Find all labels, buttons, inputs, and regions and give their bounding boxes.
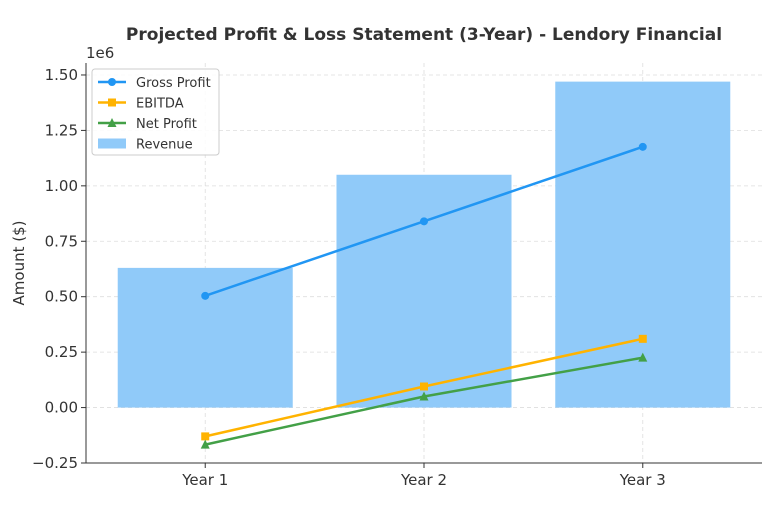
y-tick-label: 0.50 (45, 288, 78, 306)
y-tick-label: 0.75 (45, 232, 78, 250)
point-ebitda (638, 334, 647, 343)
point-net-profit (419, 391, 429, 401)
axes: −0.25 0.00 0.25 0.50 0.75 1.00 1.25 1.50 Year 1 Y… (32, 63, 762, 489)
y-tick-label: 0.00 (45, 399, 78, 417)
legend-label-revenue: Revenue (136, 138, 193, 153)
point-gross-profit (420, 217, 428, 226)
point-net-profit (638, 352, 648, 362)
y-tick-label: 0.25 (45, 343, 78, 361)
point-ebitda (201, 432, 210, 441)
legend-marker-net-profit (107, 118, 117, 127)
legend: Gross Profit EBITDA Net Profit Revenue (91, 68, 220, 156)
legend-label-gross-profit: Gross Profit (136, 76, 211, 91)
y-tick-label: 1.25 (45, 121, 78, 139)
legend-swatch-revenue (98, 138, 126, 149)
point-gross-profit (201, 291, 210, 300)
y-tick-label: −0.25 (32, 454, 78, 472)
x-tick-label: Year 3 (619, 471, 666, 489)
legend-marker-gross-profit (108, 78, 116, 86)
y-offset-label: 1e6 (86, 44, 114, 62)
y-tick-label: 1.00 (45, 177, 78, 195)
legend-label-net-profit: Net Profit (136, 117, 197, 132)
bar-revenue (117, 267, 293, 408)
point-ebitda (420, 382, 428, 391)
legend-label-ebitda: EBITDA (136, 97, 184, 112)
bar-revenue (336, 174, 512, 408)
point-net-profit (200, 439, 210, 449)
legend-marker-ebitda (108, 98, 116, 107)
y-axis-label: Amount ($) (10, 221, 28, 306)
x-tick-label: Year 2 (400, 471, 447, 489)
lines (200, 142, 648, 449)
bars (117, 81, 731, 408)
point-gross-profit (638, 142, 647, 151)
x-tick-label: Year 1 (181, 471, 228, 489)
chart-title: Projected Profit & Loss Statement (3-Yea… (126, 25, 722, 45)
y-tick-label: 1.50 (45, 66, 78, 84)
legend-box (91, 68, 220, 156)
